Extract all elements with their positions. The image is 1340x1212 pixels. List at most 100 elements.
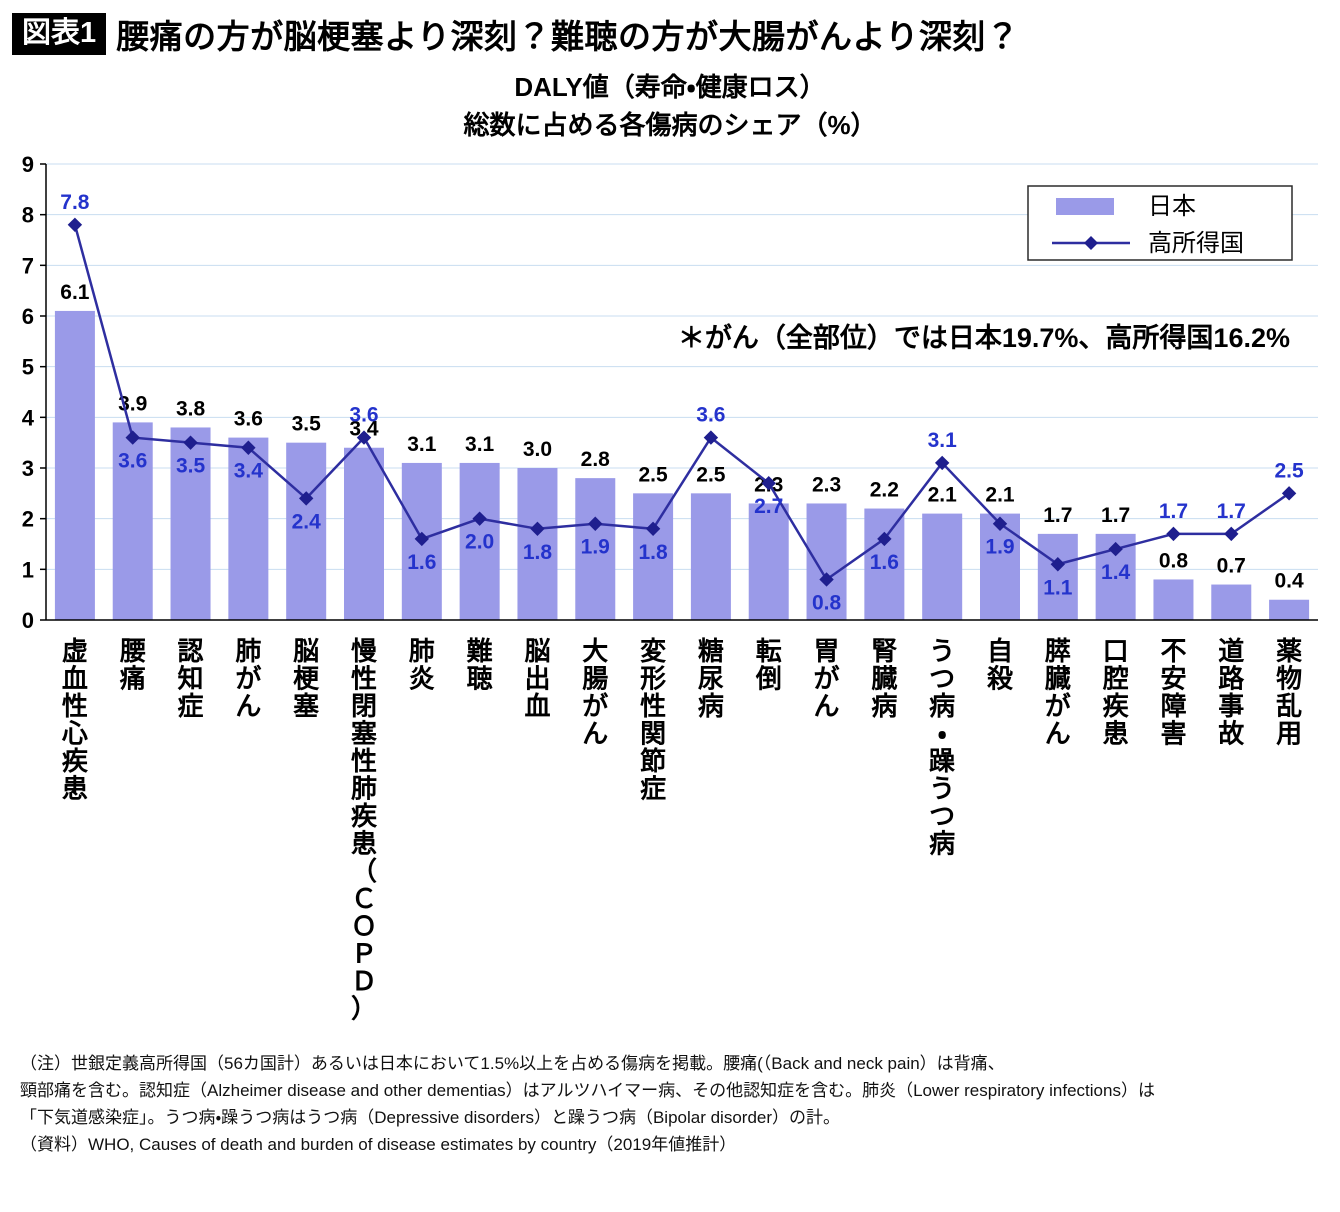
bar-value-label: 2.1 bbox=[928, 484, 958, 507]
line-value-label: 2.0 bbox=[465, 531, 494, 554]
bar-value-label: 2.5 bbox=[638, 463, 668, 486]
line-value-label: 1.4 bbox=[1101, 561, 1131, 584]
y-tick-label: 1 bbox=[22, 557, 34, 582]
bar-value-label: 3.6 bbox=[234, 408, 263, 431]
line-value-label: 2.4 bbox=[292, 510, 322, 533]
line-point bbox=[1224, 526, 1239, 542]
line-value-label: 1.8 bbox=[523, 541, 553, 564]
y-tick-label: 2 bbox=[22, 507, 34, 532]
category-label: 肺炎 bbox=[409, 636, 435, 694]
line-value-label: 3.5 bbox=[176, 455, 206, 478]
category-label: 大腸がん bbox=[582, 636, 608, 749]
footnotes: （注）世銀定義高所得国（56カ国計）あるいは日本において1.5%以上を占める傷病… bbox=[0, 1034, 1340, 1158]
bar bbox=[54, 310, 95, 620]
bar bbox=[1037, 533, 1078, 620]
bar bbox=[286, 442, 327, 620]
line-point bbox=[183, 435, 198, 450]
line-point bbox=[761, 475, 776, 491]
category-label: 膵臓がん bbox=[1044, 636, 1071, 749]
bar-value-label: 3.1 bbox=[407, 433, 437, 456]
category-label: 道路事故 bbox=[1218, 636, 1245, 749]
chart-title-line1: DALY値（寿命・健康ロス） bbox=[514, 72, 826, 102]
bar-value-label: 2.8 bbox=[581, 448, 611, 471]
line-value-label: 1.9 bbox=[581, 536, 610, 559]
y-tick-label: 9 bbox=[22, 152, 34, 177]
figure-header: 図表1 腰痛の方が脳梗塞より深刻？難聴の方が大腸がんより深刻？ bbox=[0, 0, 1340, 58]
line-point bbox=[703, 430, 719, 445]
bar-value-label: 1.7 bbox=[1101, 504, 1130, 527]
line-value-label: 7.8 bbox=[60, 191, 90, 214]
category-label: 転倒 bbox=[755, 636, 782, 694]
line-point bbox=[356, 430, 372, 445]
footnote-line: 頸部痛を含む。認知症（Alzheimer disease and other d… bbox=[20, 1081, 1155, 1100]
y-tick-label: 6 bbox=[22, 304, 34, 329]
line-point bbox=[1166, 526, 1181, 542]
footnote-line: 「下気道感染症」。うつ病・躁うつ病はうつ病（Depressive disorde… bbox=[20, 1108, 841, 1127]
line-value-label: 1.7 bbox=[1159, 500, 1188, 523]
bar-value-label: 2.1 bbox=[985, 484, 1015, 507]
figure-title: 腰痛の方が脳梗塞より深刻？難聴の方が大腸がんより深刻？ bbox=[116, 18, 1020, 55]
bar-value-label: 3.5 bbox=[292, 413, 322, 436]
line-value-label: 1.6 bbox=[407, 551, 436, 574]
line-point bbox=[645, 521, 661, 537]
legend-line-marker bbox=[1084, 236, 1098, 250]
figure-number-badge: 図表1 bbox=[12, 13, 107, 55]
chart-annotation: ＊がん（全部位）では日本19.7%、高所得国16.2% bbox=[677, 323, 1290, 353]
bar bbox=[112, 422, 153, 620]
category-label: 変形性関節症 bbox=[640, 636, 666, 804]
line-value-label: 3.4 bbox=[234, 460, 264, 483]
category-label: 肺がん bbox=[235, 636, 261, 721]
line-value-label: 3.1 bbox=[928, 429, 958, 452]
legend-label-high-income: 高所得国 bbox=[1148, 230, 1244, 257]
bar bbox=[922, 513, 963, 620]
line-value-label: 3.6 bbox=[696, 404, 725, 427]
line-value-label: 1.1 bbox=[1043, 576, 1073, 599]
line-value-label: 0.8 bbox=[812, 591, 842, 614]
y-tick-label: 8 bbox=[22, 203, 34, 228]
line-point bbox=[1281, 486, 1297, 501]
category-label: 糖尿病 bbox=[698, 636, 724, 721]
chart-area: DALY値（寿命・健康ロス） 総数に占める各傷病のシェア（%） ＊がん（全部位）… bbox=[0, 68, 1340, 1034]
category-label: 自殺 bbox=[986, 636, 1014, 694]
bar bbox=[806, 503, 847, 620]
category-label: 脳出血 bbox=[523, 636, 550, 721]
footnote-line: （資料）WHO, Causes of death and burden of d… bbox=[20, 1135, 737, 1154]
line-point bbox=[1108, 541, 1123, 557]
line-value-label: 1.7 bbox=[1217, 500, 1246, 523]
line-value-label: 3.6 bbox=[349, 404, 378, 427]
line-value-label: 1.6 bbox=[870, 551, 899, 574]
category-label: 難聴 bbox=[466, 636, 493, 694]
legend-bar-swatch bbox=[1056, 198, 1114, 215]
line-point bbox=[819, 572, 834, 587]
bar-value-label: 3.4 bbox=[349, 418, 379, 441]
category-label: 不安障害 bbox=[1160, 636, 1186, 749]
bar bbox=[690, 493, 731, 620]
line-point bbox=[877, 531, 892, 547]
y-tick-label: 7 bbox=[22, 253, 34, 278]
line-point bbox=[125, 430, 140, 445]
bar bbox=[459, 462, 500, 620]
category-label: 脳梗塞 bbox=[292, 636, 320, 721]
category-label: 口腔疾患 bbox=[1103, 636, 1130, 749]
category-label: 認知症 bbox=[178, 636, 204, 721]
line-point bbox=[472, 511, 487, 526]
bar-value-label: 3.1 bbox=[465, 433, 495, 456]
bar bbox=[1269, 599, 1310, 620]
bar-value-label: 1.7 bbox=[1043, 504, 1072, 527]
line-series bbox=[73, 224, 1290, 582]
bar bbox=[344, 447, 384, 620]
bar bbox=[575, 478, 616, 620]
line-point bbox=[67, 217, 83, 233]
category-label: うつ病・躁うつ病 bbox=[929, 636, 955, 859]
bar-value-label: 2.2 bbox=[870, 479, 899, 502]
line-point bbox=[588, 516, 603, 531]
bar bbox=[864, 508, 905, 620]
chart-title-line2: 総数に占める各傷病のシェア（%） bbox=[463, 110, 877, 140]
bar bbox=[1211, 584, 1252, 620]
line-point bbox=[934, 455, 950, 471]
bar-value-label: 6.1 bbox=[60, 281, 90, 304]
bar bbox=[748, 503, 789, 620]
y-tick-label: 5 bbox=[22, 355, 34, 380]
chart-title-block: DALY値（寿命・健康ロス） 総数に占める各傷病のシェア（%） bbox=[0, 68, 1340, 144]
